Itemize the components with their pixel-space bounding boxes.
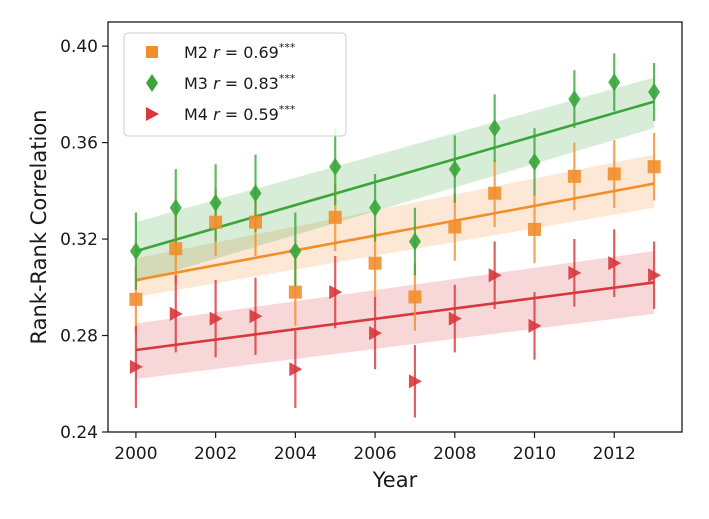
- x-tick-label: 2004: [274, 444, 317, 464]
- data-point-m2: [328, 210, 342, 224]
- data-point-m3: [408, 232, 421, 251]
- data-point-m2: [209, 215, 223, 229]
- x-tick-label: 2002: [194, 444, 237, 464]
- legend-label-m4: M4 r = 0.59***: [184, 103, 296, 124]
- data-point-m4: [568, 265, 582, 280]
- data-point-m4: [369, 326, 383, 341]
- y-tick-label: 0.36: [60, 134, 98, 154]
- confidence-band-m3: [135, 77, 655, 283]
- data-point-m4: [329, 285, 343, 300]
- y-tick-label: 0.28: [60, 327, 98, 347]
- legend-marker-m2: [146, 46, 158, 58]
- data-markers: [129, 73, 662, 389]
- data-point-m2: [368, 256, 382, 270]
- data-point-m4: [608, 256, 622, 271]
- y-tick-label: 0.24: [60, 423, 98, 443]
- data-point-m4: [648, 268, 662, 283]
- data-point-m3: [329, 157, 342, 176]
- legend-label-m2: M2 r = 0.69***: [184, 41, 296, 62]
- data-point-m3: [129, 242, 142, 261]
- y-axis-label: Rank-Rank Correlation: [27, 110, 51, 345]
- x-tick-label: 2012: [593, 444, 636, 464]
- fit-line-m2: [135, 182, 655, 282]
- data-point-m4: [209, 311, 223, 326]
- data-point-m3: [648, 82, 661, 101]
- fit-line-m3: [135, 100, 655, 253]
- data-point-m3: [249, 184, 262, 203]
- data-point-m2: [248, 215, 262, 229]
- y-tick-label: 0.40: [60, 37, 98, 57]
- legend-marker-m4: [146, 107, 159, 121]
- data-point-m3: [488, 119, 501, 138]
- legend-label-m3: M3 r = 0.83***: [184, 72, 296, 93]
- y-tick-label: 0.32: [60, 230, 98, 250]
- data-point-m2: [528, 222, 542, 236]
- data-point-m4: [289, 362, 303, 377]
- data-point-m2: [408, 290, 422, 304]
- data-point-m3: [528, 152, 541, 171]
- x-tick-label: 2010: [513, 444, 556, 464]
- data-point-m3: [289, 242, 302, 261]
- data-point-m4: [448, 311, 462, 326]
- data-point-m2: [169, 242, 183, 256]
- plot-frame: [107, 21, 683, 433]
- data-point-m4: [169, 306, 183, 321]
- confidence-band-m2: [135, 154, 655, 297]
- data-point-m3: [369, 198, 382, 217]
- data-point-m2: [288, 285, 302, 299]
- data-point-m2: [567, 169, 581, 183]
- data-point-m2: [607, 167, 621, 181]
- x-axis-label: Year: [372, 468, 418, 492]
- data-point-m2: [647, 160, 661, 174]
- data-point-m3: [568, 90, 581, 109]
- x-axis-ticks: 2000 2002 2004 2006 2008 2010 2012: [114, 432, 636, 464]
- data-point-m2: [129, 292, 143, 306]
- data-point-m3: [608, 73, 621, 92]
- data-point-m3: [448, 160, 461, 179]
- data-point-m4: [129, 359, 143, 374]
- x-tick-label: 2006: [353, 444, 396, 464]
- legend-marker-m3: [146, 74, 158, 92]
- data-point-m2: [488, 186, 502, 200]
- data-point-m3: [209, 193, 222, 212]
- y-axis-ticks: 0.24 0.28 0.32 0.36 0.40: [60, 37, 108, 443]
- data-point-m4: [249, 309, 263, 324]
- x-tick-label: 2000: [114, 444, 157, 464]
- x-tick-label: 2008: [433, 444, 476, 464]
- data-point-m3: [169, 198, 182, 217]
- data-point-m2: [448, 220, 462, 234]
- fit-lines: [135, 100, 655, 352]
- data-point-m4: [488, 268, 502, 283]
- legend: M2 r = 0.69*** M3 r = 0.83*** M4 r = 0.59*…: [123, 32, 347, 137]
- fit-line-m4: [135, 281, 655, 352]
- data-point-m4: [528, 318, 542, 333]
- legend-box: [123, 32, 347, 137]
- data-point-m4: [408, 374, 422, 389]
